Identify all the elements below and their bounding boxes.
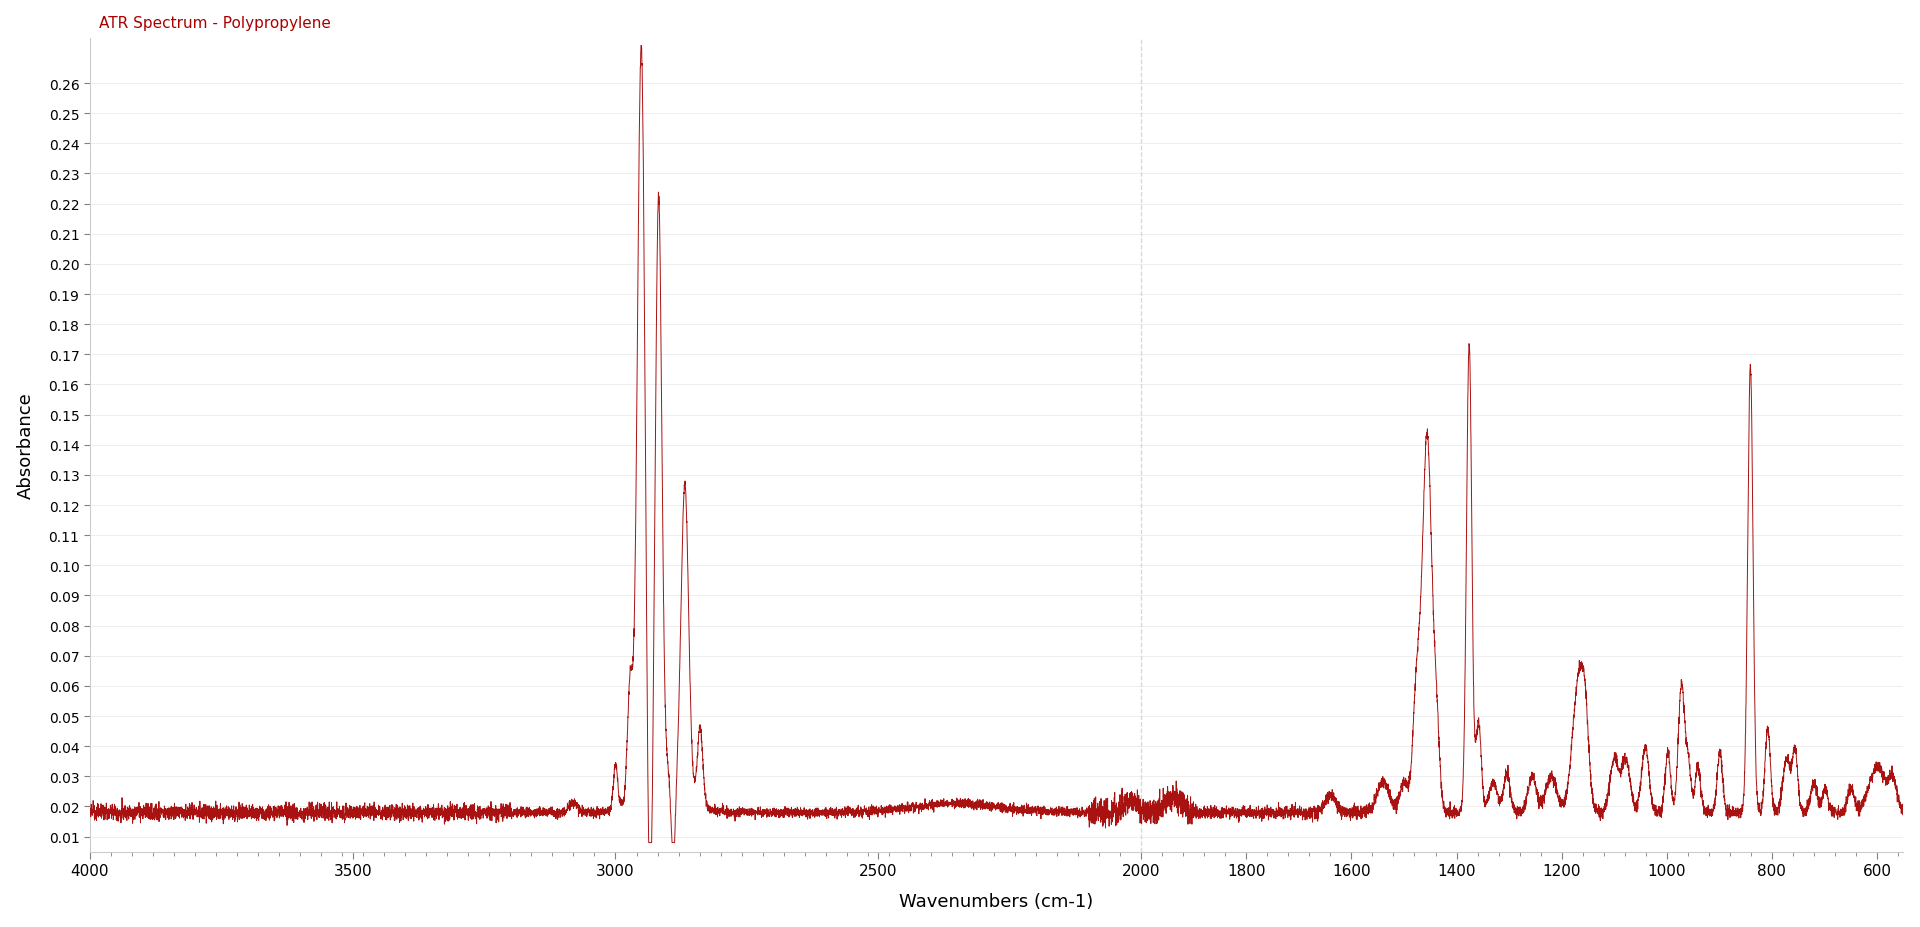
Y-axis label: Absorbance: Absorbance bbox=[17, 392, 35, 499]
Text: ATR Spectrum - Polypropylene: ATR Spectrum - Polypropylene bbox=[100, 16, 330, 31]
X-axis label: Wavenumbers (cm-1): Wavenumbers (cm-1) bbox=[899, 893, 1094, 910]
